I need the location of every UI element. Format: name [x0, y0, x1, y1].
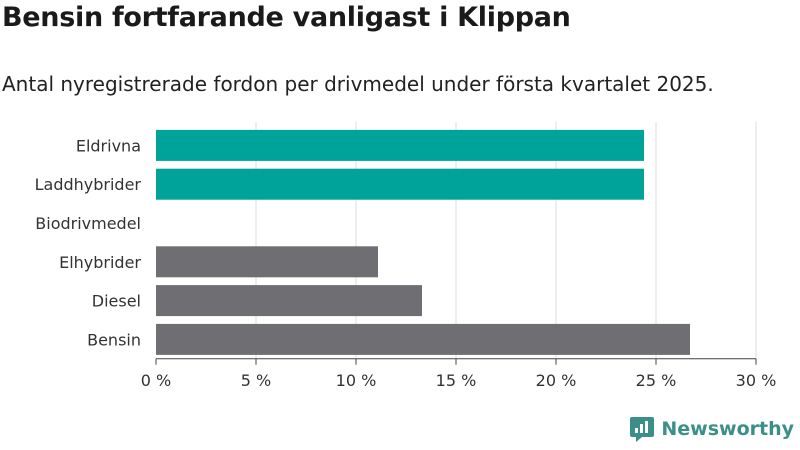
- x-tick-label: 20 %: [536, 371, 577, 390]
- bar: [156, 168, 644, 200]
- newsworthy-logo-icon: [630, 417, 655, 442]
- x-tick-label: 15 %: [436, 371, 477, 390]
- x-tick-label: 0 %: [141, 371, 171, 390]
- category-label: Bensin: [87, 330, 141, 349]
- x-tick-label: 5 %: [241, 371, 271, 390]
- category-label: Diesel: [92, 292, 141, 311]
- bar: [156, 129, 644, 161]
- brand-name: Newsworthy: [661, 418, 794, 440]
- x-tick-label: 30 %: [736, 371, 777, 390]
- chart-subtitle: Antal nyregistrerade fordon per drivmede…: [2, 72, 714, 96]
- chart-title: Bensin fortfarande vanligast i Klippan: [2, 2, 571, 33]
- category-label: Elhybrider: [59, 253, 141, 272]
- bar: [156, 285, 422, 317]
- category-label: Laddhybrider: [35, 175, 142, 194]
- category-label: Eldrivna: [76, 136, 141, 155]
- bar: [156, 323, 690, 355]
- bar: [156, 246, 378, 278]
- brand-logo: Newsworthy: [629, 414, 794, 444]
- x-tick-label: 25 %: [636, 371, 677, 390]
- category-label: Biodrivmedel: [35, 214, 141, 233]
- x-tick-label: 10 %: [336, 371, 377, 390]
